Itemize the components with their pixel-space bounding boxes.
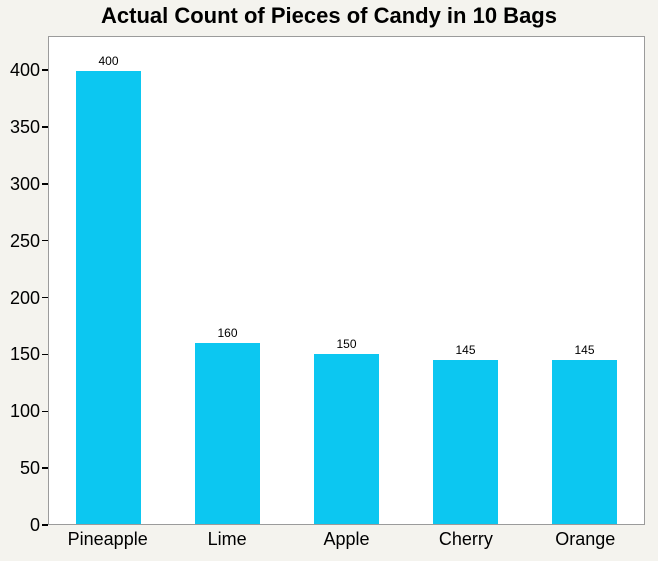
y-tick-mark [42, 296, 48, 299]
bar-value-label: 150 [336, 337, 357, 352]
bar-cherry [433, 359, 498, 524]
x-axis-label-cherry: Cherry [438, 529, 493, 549]
y-tick-mark [42, 524, 48, 526]
y-tick-label: 200 [9, 287, 40, 308]
y-tick-label: 350 [9, 116, 40, 137]
chart-title: Actual Count of Pieces of Candy in 10 Ba… [101, 3, 557, 28]
bar-value-label: 145 [455, 342, 476, 357]
bar-orange [552, 359, 617, 524]
y-tick-mark [42, 410, 48, 413]
plot-area: 400 160 150 145 145 [48, 36, 645, 525]
x-axis-label-apple: Apple [323, 529, 370, 549]
bar-apple [314, 354, 379, 524]
y-tick-label: 300 [9, 173, 40, 194]
bar-value-label: 160 [217, 325, 238, 340]
y-tick-mark [42, 467, 48, 469]
y-tick-label: 0 [29, 515, 40, 535]
y-tick-mark [42, 183, 48, 185]
y-tick-mark [42, 126, 48, 128]
y-tick-mark [42, 239, 48, 242]
x-axis-label-lime: Lime [207, 529, 247, 549]
y-tick-mark [42, 353, 48, 356]
bar-pineapple [76, 70, 141, 524]
y-tick-mark [42, 69, 48, 71]
x-axis-label-pineapple: Pineapple [67, 529, 148, 549]
y-tick-label: 50 [19, 458, 40, 479]
y-tick-label: 150 [9, 344, 40, 365]
y-tick-label: 100 [9, 401, 40, 422]
y-tick-label: 400 [9, 60, 40, 81]
y-tick-label: 250 [9, 230, 40, 251]
bar-value-label: 400 [98, 53, 119, 68]
x-axis-label-orange: Orange [555, 529, 616, 549]
bar-lime [195, 342, 260, 524]
bar-value-label: 145 [574, 342, 595, 357]
